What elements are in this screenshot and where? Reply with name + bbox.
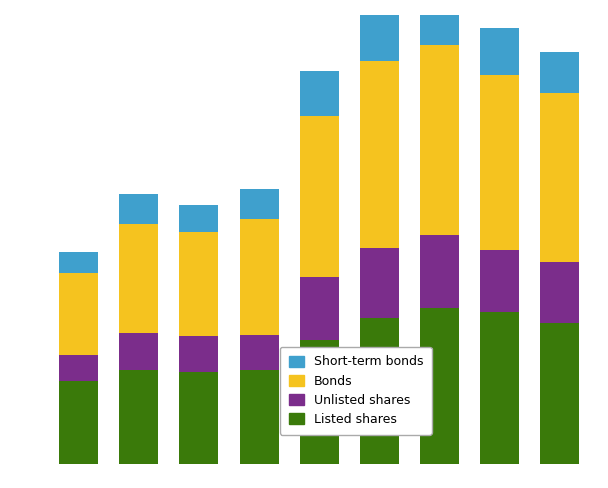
Bar [420, 44, 459, 235]
Bar [480, 250, 519, 312]
Bar [240, 335, 278, 370]
Bar [240, 370, 278, 464]
Bar [420, 308, 459, 464]
Bar [300, 277, 339, 340]
Bar [300, 116, 339, 277]
Bar [360, 61, 399, 248]
Bar [360, 13, 399, 61]
Bar [179, 336, 218, 372]
Bar [540, 262, 579, 324]
Bar [420, 235, 459, 308]
Bar [179, 232, 218, 336]
Bar [360, 318, 399, 464]
Bar [119, 333, 158, 370]
Bar [59, 252, 98, 273]
Bar [179, 372, 218, 464]
Bar [119, 370, 158, 464]
Bar [240, 188, 278, 219]
Bar [119, 194, 158, 224]
Bar [540, 93, 579, 262]
Bar [179, 205, 218, 232]
Bar [420, 0, 459, 44]
Bar [300, 340, 339, 464]
Bar [240, 219, 278, 335]
Bar [119, 224, 158, 333]
Legend: Short-term bonds, Bonds, Unlisted shares, Listed shares: Short-term bonds, Bonds, Unlisted shares… [280, 346, 432, 435]
Bar [540, 52, 579, 93]
Bar [480, 28, 519, 75]
Bar [360, 248, 399, 318]
Bar [59, 273, 98, 355]
Bar [59, 355, 98, 381]
Bar [540, 324, 579, 464]
Bar [59, 381, 98, 464]
Bar [480, 75, 519, 250]
Bar [480, 312, 519, 464]
Bar [300, 71, 339, 116]
